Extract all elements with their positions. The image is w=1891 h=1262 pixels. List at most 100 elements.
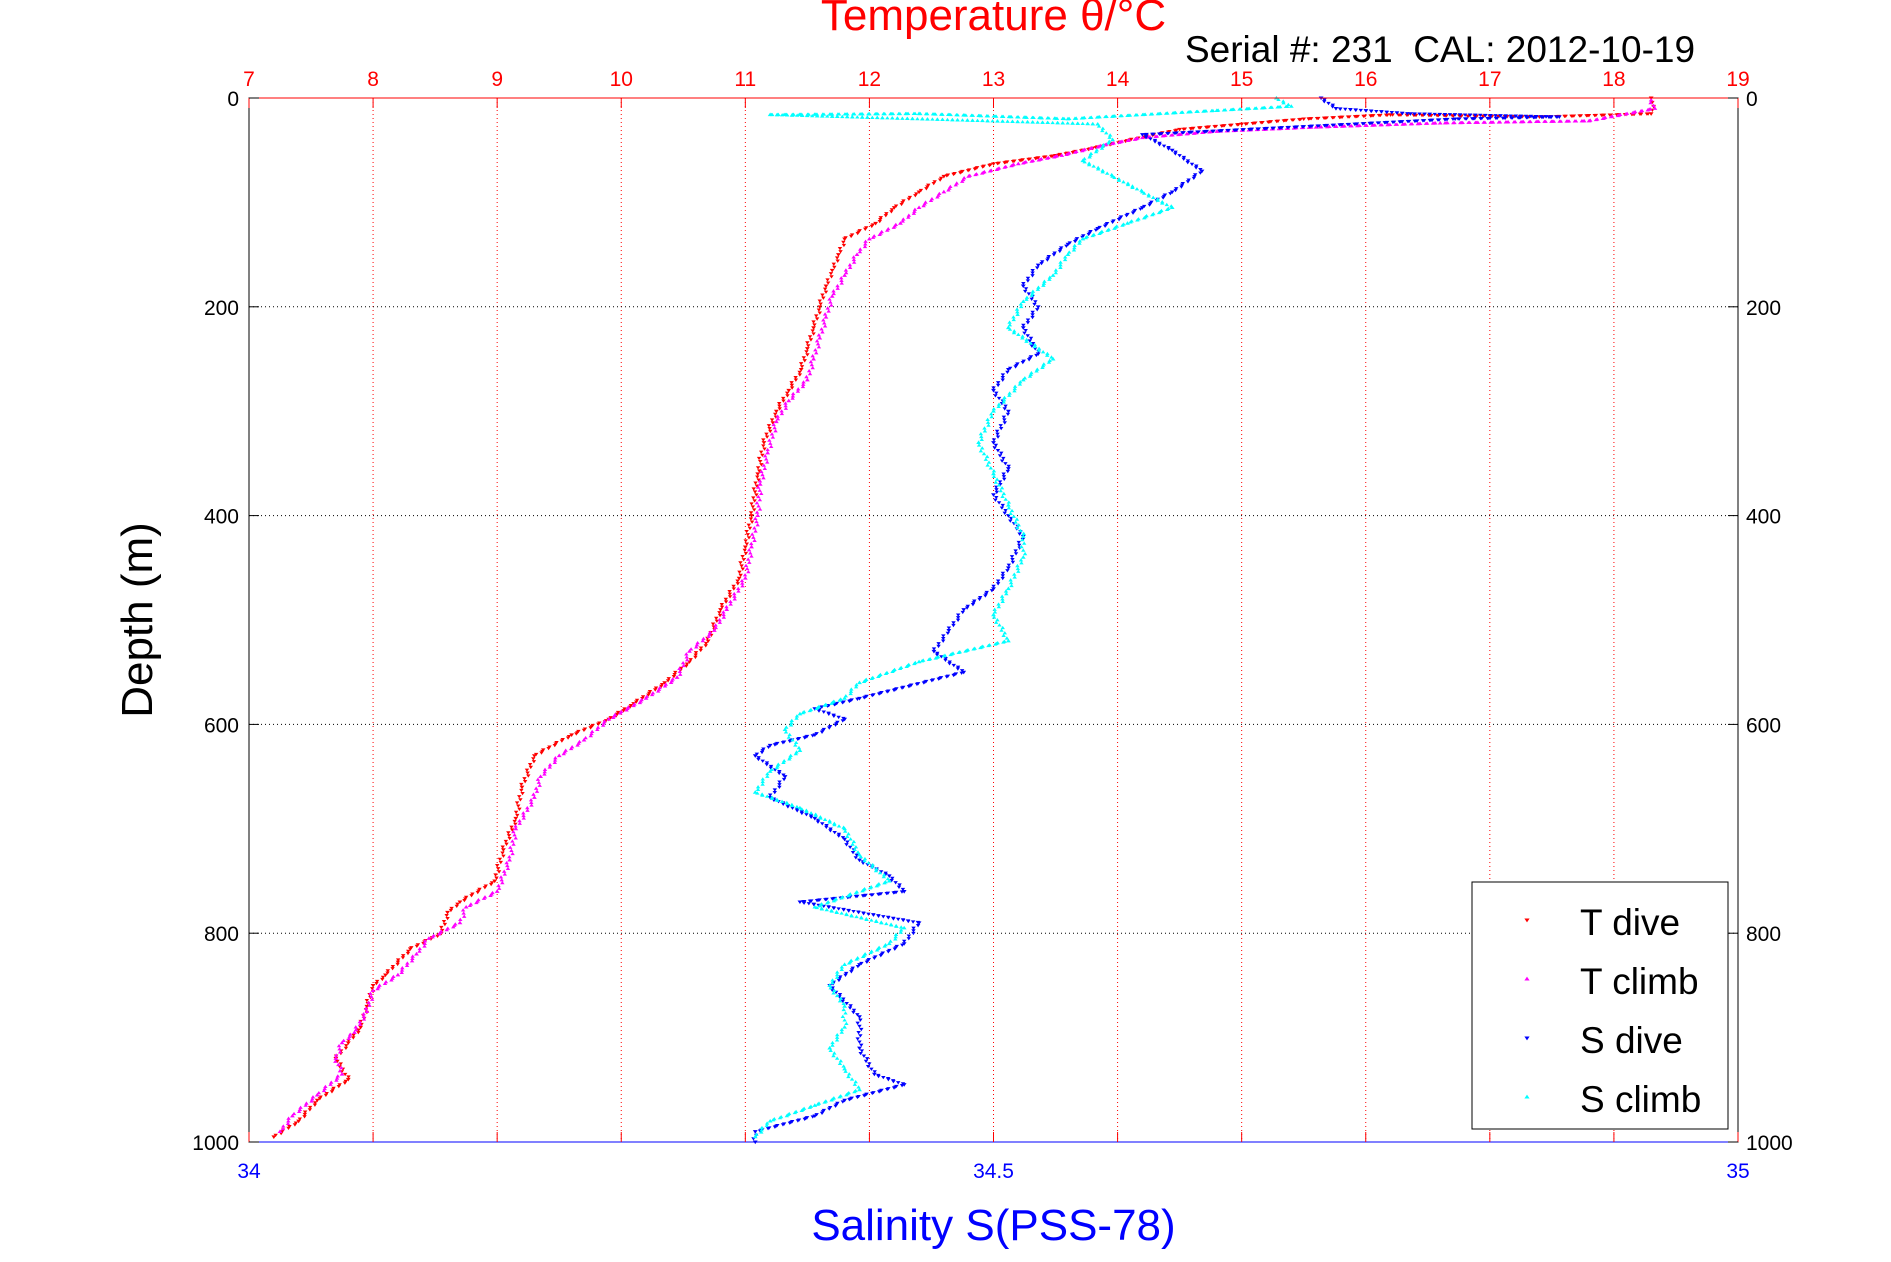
data-point bbox=[346, 1036, 352, 1040]
data-point bbox=[1143, 136, 1149, 140]
data-point bbox=[884, 212, 889, 216]
data-point bbox=[1593, 117, 1599, 122]
data-point bbox=[947, 662, 952, 666]
data-point bbox=[662, 681, 668, 685]
data-point bbox=[1423, 121, 1429, 125]
data-point bbox=[333, 1059, 338, 1063]
data-point bbox=[1599, 113, 1604, 118]
data-point bbox=[876, 692, 882, 696]
data-point bbox=[1020, 555, 1026, 559]
data-point bbox=[850, 966, 855, 970]
data-point bbox=[842, 962, 847, 966]
data-point bbox=[777, 1116, 783, 1120]
data-point bbox=[495, 867, 501, 871]
data-point bbox=[867, 236, 872, 241]
data-point bbox=[1383, 113, 1389, 117]
data-point bbox=[760, 759, 765, 763]
data-point bbox=[314, 1098, 320, 1103]
data-point bbox=[878, 218, 883, 222]
data-point bbox=[1002, 477, 1007, 482]
data-point bbox=[765, 450, 771, 455]
data-point bbox=[698, 646, 704, 650]
data-point bbox=[963, 649, 968, 653]
data-point bbox=[698, 648, 703, 653]
data-point bbox=[946, 629, 952, 633]
data-point bbox=[845, 834, 850, 838]
data-point bbox=[321, 1088, 327, 1093]
data-point bbox=[1435, 118, 1441, 122]
data-point bbox=[1039, 261, 1044, 266]
data-point bbox=[857, 112, 863, 116]
data-point bbox=[1301, 117, 1307, 122]
data-point bbox=[318, 1095, 323, 1099]
data-point bbox=[997, 454, 1003, 458]
chart-title: Temperature θ/°C bbox=[821, 0, 1166, 40]
data-point bbox=[1015, 312, 1020, 316]
data-point bbox=[817, 904, 822, 908]
data-point bbox=[1124, 214, 1129, 218]
data-point bbox=[795, 389, 801, 393]
data-point bbox=[622, 707, 627, 711]
data-point bbox=[646, 691, 652, 696]
data-point bbox=[474, 900, 479, 905]
data-point bbox=[678, 672, 683, 676]
data-point bbox=[422, 941, 427, 945]
data-point bbox=[884, 690, 890, 694]
data-point bbox=[736, 586, 741, 590]
data-point bbox=[455, 902, 460, 906]
data-point bbox=[995, 162, 1000, 166]
data-point bbox=[850, 850, 856, 855]
data-point bbox=[1040, 260, 1045, 264]
data-point bbox=[846, 961, 852, 965]
data-point bbox=[1432, 112, 1437, 117]
data-point bbox=[1030, 342, 1036, 346]
data-point bbox=[854, 682, 859, 687]
data-point bbox=[337, 1050, 343, 1054]
data-point bbox=[991, 584, 996, 589]
data-point bbox=[881, 111, 886, 116]
data-point bbox=[531, 754, 537, 758]
data-point bbox=[1020, 537, 1025, 542]
data-point bbox=[998, 488, 1003, 493]
data-point bbox=[1000, 625, 1005, 630]
data-point bbox=[757, 507, 763, 511]
data-point bbox=[835, 259, 840, 263]
data-point bbox=[742, 573, 748, 577]
data-point bbox=[1002, 511, 1007, 515]
data-point bbox=[837, 999, 843, 1003]
data-point bbox=[992, 607, 997, 611]
data-point bbox=[838, 250, 843, 254]
data-point bbox=[793, 740, 799, 744]
data-point bbox=[1000, 373, 1006, 377]
data-point bbox=[930, 117, 935, 121]
data-point bbox=[829, 268, 835, 273]
data-point bbox=[748, 551, 753, 555]
data-point bbox=[1185, 161, 1190, 165]
data-point bbox=[883, 671, 889, 676]
data-point bbox=[740, 581, 745, 585]
data-point bbox=[931, 647, 937, 651]
data-point bbox=[900, 887, 906, 892]
data-point bbox=[835, 283, 840, 288]
data-point bbox=[1648, 97, 1654, 102]
data-point bbox=[833, 1104, 838, 1108]
data-point bbox=[1370, 123, 1375, 127]
data-point bbox=[764, 435, 770, 439]
data-point bbox=[923, 111, 929, 116]
data-point bbox=[861, 912, 866, 916]
data-point bbox=[837, 1095, 842, 1099]
data-point bbox=[837, 1061, 843, 1066]
data-point bbox=[772, 788, 778, 792]
data-point bbox=[906, 197, 912, 201]
data-point bbox=[841, 997, 846, 1001]
data-point bbox=[364, 1009, 370, 1013]
data-point bbox=[951, 172, 956, 177]
data-point bbox=[858, 247, 863, 251]
data-point bbox=[1270, 126, 1275, 131]
data-point bbox=[742, 576, 748, 580]
data-point bbox=[916, 111, 922, 116]
data-point bbox=[752, 490, 758, 494]
data-point bbox=[521, 816, 526, 820]
data-point bbox=[1228, 107, 1234, 112]
data-point bbox=[978, 449, 984, 453]
